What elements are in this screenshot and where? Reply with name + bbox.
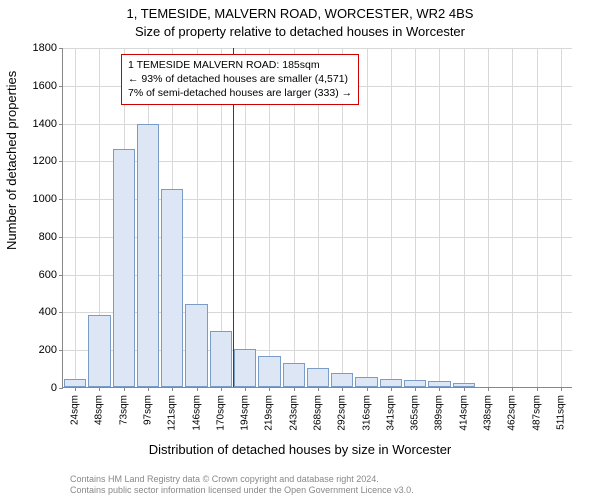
x-tick-label: 48sqm [94, 393, 105, 425]
histogram-bar [88, 315, 110, 387]
footer-line: Contains public sector information licen… [70, 485, 414, 496]
x-tick-label: 365sqm [410, 393, 421, 431]
x-tick-label: 414sqm [458, 393, 469, 431]
y-tick-mark [59, 237, 63, 238]
annotation-box: 1 TEMESIDE MALVERN ROAD: 185sqm ← 93% of… [121, 54, 359, 105]
annotation-line: 1 TEMESIDE MALVERN ROAD: 185sqm [128, 58, 352, 72]
gridline-v [464, 48, 465, 387]
x-axis-label: Distribution of detached houses by size … [0, 442, 600, 457]
histogram-bar [210, 331, 232, 387]
x-tick-mark [488, 387, 489, 391]
x-tick-label: 219sqm [264, 393, 275, 431]
x-tick-label: 462sqm [507, 393, 518, 431]
x-tick-mark [99, 387, 100, 391]
y-tick-mark [59, 199, 63, 200]
chart-subtitle: Size of property relative to detached ho… [0, 24, 600, 39]
x-tick-mark [124, 387, 125, 391]
x-tick-label: 511sqm [555, 393, 566, 430]
x-tick-label: 24sqm [70, 393, 81, 425]
y-tick-mark [59, 312, 63, 313]
gridline-v [537, 48, 538, 387]
gridline-v [415, 48, 416, 387]
gridline-v [512, 48, 513, 387]
gridline-v [488, 48, 489, 387]
y-tick-mark [59, 388, 63, 389]
x-tick-label: 194sqm [240, 393, 251, 431]
x-tick-label: 121sqm [167, 393, 178, 431]
annotation-line: ← 93% of detached houses are smaller (4,… [128, 72, 352, 86]
y-tick-mark [59, 124, 63, 125]
plot-area: 02004006008001000120014001600180024sqm48… [62, 48, 572, 388]
x-tick-mark [269, 387, 270, 391]
x-tick-label: 73sqm [118, 393, 129, 425]
x-tick-mark [294, 387, 295, 391]
x-tick-label: 292sqm [337, 393, 348, 431]
histogram-bar [113, 149, 135, 387]
chart-container: 1, TEMESIDE, MALVERN ROAD, WORCESTER, WR… [0, 0, 600, 500]
gridline-v [75, 48, 76, 387]
x-tick-mark [537, 387, 538, 391]
footer-text: Contains HM Land Registry data © Crown c… [70, 474, 414, 497]
x-tick-label: 146sqm [191, 393, 202, 431]
histogram-bar [283, 363, 305, 387]
histogram-bar [380, 379, 402, 388]
x-tick-mark [464, 387, 465, 391]
gridline-v [439, 48, 440, 387]
gridline-v [561, 48, 562, 387]
x-tick-label: 389sqm [434, 393, 445, 431]
histogram-bar [453, 383, 475, 387]
x-tick-mark [342, 387, 343, 391]
x-tick-label: 438sqm [483, 393, 494, 431]
gridline-v [391, 48, 392, 387]
x-tick-mark [439, 387, 440, 391]
x-tick-label: 97sqm [143, 393, 154, 425]
x-tick-mark [245, 387, 246, 391]
x-tick-mark [148, 387, 149, 391]
x-tick-label: 487sqm [531, 393, 542, 431]
gridline-v [367, 48, 368, 387]
chart-title: 1, TEMESIDE, MALVERN ROAD, WORCESTER, WR… [0, 6, 600, 21]
histogram-bar [137, 124, 159, 387]
y-tick-mark [59, 161, 63, 162]
x-tick-mark [197, 387, 198, 391]
x-tick-mark [221, 387, 222, 391]
x-tick-mark [367, 387, 368, 391]
y-tick-mark [59, 86, 63, 87]
footer-line: Contains HM Land Registry data © Crown c… [70, 474, 414, 485]
histogram-bar [161, 189, 183, 387]
y-tick-mark [59, 350, 63, 351]
histogram-bar [234, 349, 256, 387]
histogram-bar [355, 377, 377, 387]
histogram-bar [258, 356, 280, 387]
y-axis-label: Number of detached properties [4, 71, 19, 250]
y-tick-mark [59, 48, 63, 49]
x-tick-mark [172, 387, 173, 391]
x-tick-label: 341sqm [385, 393, 396, 431]
histogram-bar [307, 368, 329, 387]
histogram-bar [185, 304, 207, 387]
histogram-bar [404, 380, 426, 387]
x-tick-mark [512, 387, 513, 391]
y-tick-mark [59, 275, 63, 276]
x-tick-label: 243sqm [288, 393, 299, 431]
histogram-bar [331, 373, 353, 387]
x-tick-mark [415, 387, 416, 391]
x-tick-label: 170sqm [215, 393, 226, 431]
x-tick-mark [318, 387, 319, 391]
histogram-bar [428, 381, 450, 387]
x-tick-mark [75, 387, 76, 391]
x-tick-label: 316sqm [361, 393, 372, 431]
x-tick-mark [391, 387, 392, 391]
annotation-line: 7% of semi-detached houses are larger (3… [128, 86, 352, 100]
x-tick-mark [561, 387, 562, 391]
histogram-bar [64, 379, 86, 387]
x-tick-label: 268sqm [313, 393, 324, 431]
